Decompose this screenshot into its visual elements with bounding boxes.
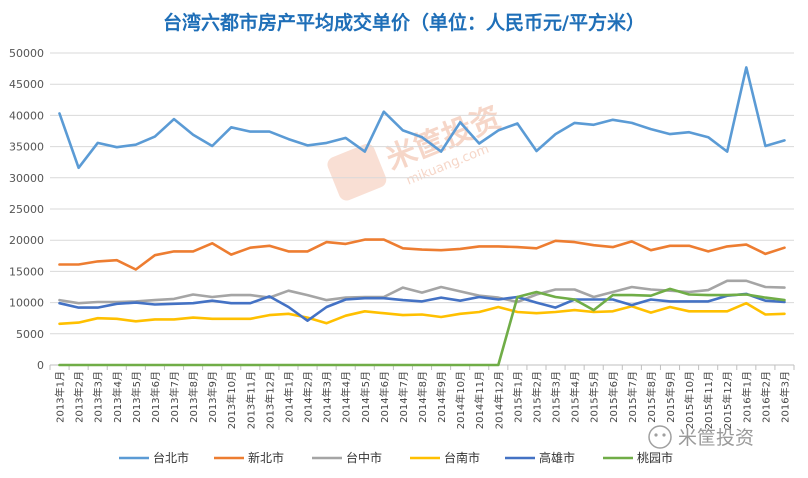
series-line-1	[58, 238, 786, 271]
x-tick-label: 2016年1月	[740, 371, 753, 423]
y-tick-label: 5000	[16, 328, 44, 341]
x-tick-label: 2015年9月	[664, 371, 677, 423]
legend: 台北市 新北市 台中市 台南市 高雄市 桃园市	[119, 450, 673, 465]
x-tick-label: 2014年8月	[416, 371, 429, 423]
y-tick-label: 15000	[9, 265, 44, 278]
x-tick-label: 2015年1月	[511, 371, 524, 423]
legend-label: 新北市	[248, 450, 284, 465]
x-tick-label: 2015年8月	[645, 371, 658, 423]
x-tick-label: 2014年12月	[492, 371, 505, 429]
watermark-logo: 米筐投资 mikuang.com	[327, 100, 506, 201]
y-tick-label: 30000	[9, 172, 44, 185]
x-tick-label: 2014年7月	[397, 371, 410, 423]
x-tick-label: 2014年11月	[473, 371, 486, 429]
x-tick-label: 2013年1月	[54, 371, 67, 423]
brand-watermark: 米筐投资	[648, 425, 754, 449]
legend-label: 高雄市	[539, 450, 575, 465]
legend-label: 桃园市	[637, 450, 673, 465]
x-tick-label: 2014年1月	[282, 371, 295, 423]
x-tick-label: 2015年6月	[607, 371, 620, 423]
x-tick-label: 2014年2月	[302, 371, 315, 423]
x-tick-label: 2013年4月	[111, 371, 124, 423]
x-tick-label: 2014年4月	[340, 371, 353, 423]
x-tick-label: 2014年6月	[378, 371, 391, 423]
axes: 0 5000 10000 15000 20000 25000 30000 35000 40000…	[9, 47, 795, 429]
x-tick-label: 2013年12月	[263, 371, 276, 429]
x-tick-label: 2015年3月	[550, 371, 563, 423]
y-tick-label: 45000	[9, 78, 44, 91]
grid	[50, 52, 794, 335]
x-tick-label: 2016年2月	[759, 371, 772, 423]
x-tick-label: 2014年3月	[321, 371, 334, 423]
x-tick-label: 2013年7月	[168, 371, 181, 423]
y-tick-label: 35000	[9, 141, 44, 154]
x-tick-label: 2015年7月	[626, 371, 639, 423]
x-tick-label: 2013年3月	[92, 371, 105, 423]
x-tick-label: 2013年9月	[206, 371, 219, 423]
x-tick-label: 2014年5月	[359, 371, 372, 423]
wechat-icon-eye	[662, 433, 666, 437]
legend-label: 台北市	[153, 450, 189, 465]
y-tick-label: 0	[37, 359, 44, 372]
legend-label: 台中市	[346, 450, 382, 465]
series-line-0	[58, 66, 786, 170]
x-tick-label: 2015年5月	[588, 371, 601, 423]
y-tick-label: 10000	[9, 297, 44, 310]
wechat-icon-eye	[654, 433, 658, 437]
y-tick-label: 50000	[9, 47, 44, 60]
x-tick-label: 2013年11月	[244, 371, 257, 429]
x-tick-label: 2015年12月	[721, 371, 734, 429]
chart-title: 台湾六都市房产平均成交单价（单位：人民币元/平方米）	[163, 11, 645, 34]
x-tick-label: 2015年2月	[530, 371, 543, 423]
x-tick-label: 2013年6月	[149, 371, 162, 423]
x-tick-label: 2015年11月	[702, 371, 715, 429]
y-tick-label: 20000	[9, 234, 44, 247]
legend-label: 台南市	[444, 450, 480, 465]
x-tick-label: 2013年10月	[225, 371, 238, 429]
x-tick-label: 2014年10月	[454, 371, 467, 429]
y-tick-label: 40000	[9, 109, 44, 122]
x-tick-label: 2015年4月	[569, 371, 582, 423]
watermark-logo-icon	[327, 143, 387, 201]
x-tick-label: 2013年2月	[73, 371, 86, 423]
series-line-5	[58, 287, 786, 367]
x-tick-label: 2013年8月	[187, 371, 200, 423]
x-tick-label: 2016年3月	[778, 371, 791, 423]
series-line-3	[58, 301, 786, 326]
brand-watermark-text: 米筐投资	[678, 427, 754, 449]
x-tick-label: 2015年10月	[683, 371, 696, 429]
wechat-icon	[648, 425, 672, 449]
x-tick-label: 2014年9月	[435, 371, 448, 423]
x-tick-label: 2013年5月	[130, 371, 143, 423]
series-line-4	[58, 292, 786, 323]
y-tick-label: 25000	[9, 203, 44, 216]
series	[58, 66, 786, 367]
series-line-2	[58, 279, 786, 305]
